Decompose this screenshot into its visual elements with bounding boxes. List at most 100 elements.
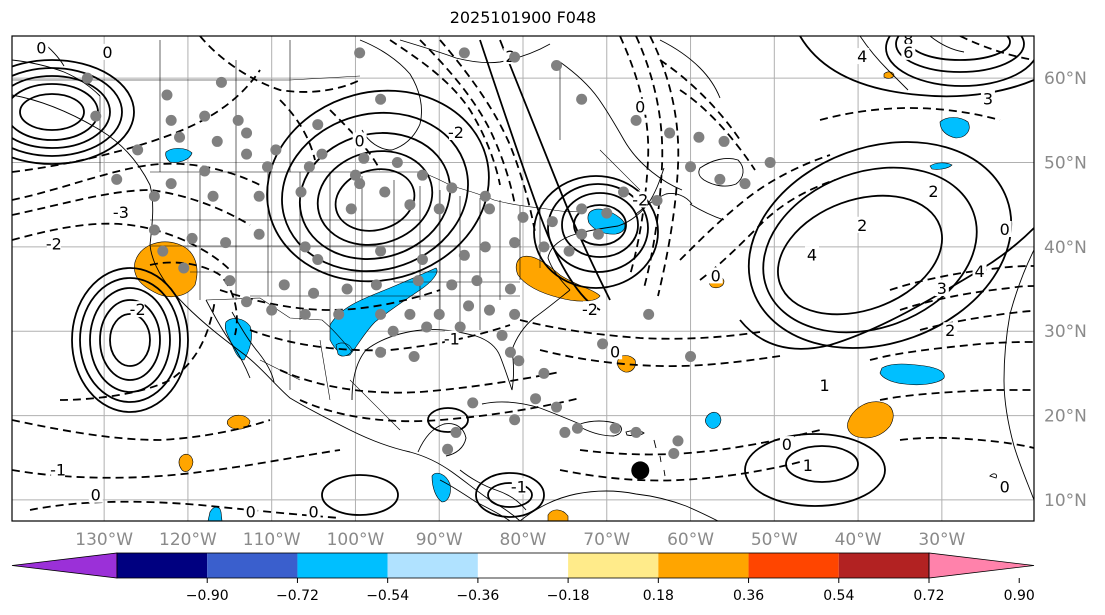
- contour-label: 0: [635, 98, 645, 117]
- station-dot: [450, 426, 462, 438]
- contour-label-bg: [34, 39, 49, 56]
- station-dot: [111, 173, 123, 185]
- station-dot: [467, 397, 479, 409]
- contour-label-bg: [800, 457, 815, 474]
- station-dot: [262, 161, 273, 173]
- station-dot: [685, 351, 697, 363]
- station-dot: [341, 283, 353, 295]
- station-dot: [81, 72, 93, 84]
- station-dot: [471, 275, 483, 287]
- colorbar-tick-label: 0.90: [1004, 588, 1035, 604]
- colorbar-segment: [568, 553, 659, 578]
- station-dot: [241, 296, 253, 308]
- colorbar-tick-label: 0.36: [733, 588, 764, 604]
- station-dot: [232, 114, 244, 126]
- longitude-label: 70°W: [583, 530, 630, 550]
- station-dot: [630, 114, 642, 126]
- colorbar-segment: [477, 553, 569, 578]
- contour-label-bg: [708, 267, 723, 284]
- contour-label-bg: [306, 503, 321, 520]
- station-dot: [601, 207, 613, 219]
- contour-label: 1: [803, 456, 813, 475]
- colorbar-segment: [117, 553, 208, 578]
- station-dot: [404, 308, 416, 320]
- colorbar-tick-label: −0.72: [276, 588, 319, 604]
- contour-label: -1: [444, 330, 460, 349]
- colorbar-segment: [658, 553, 749, 578]
- contour-label-bg: [633, 98, 648, 115]
- station-dot: [220, 237, 232, 249]
- station-dot: [241, 127, 253, 139]
- station-dot: [458, 47, 470, 59]
- contour-label-bg: [901, 43, 916, 60]
- station-dot: [375, 346, 387, 358]
- contour-label-bg: [817, 377, 832, 394]
- station-dot: [157, 245, 169, 257]
- station-dot: [421, 321, 433, 333]
- hispaniola: [579, 420, 622, 437]
- colorbar-tick-label: −0.36: [456, 588, 499, 604]
- contour-label: 6: [903, 43, 913, 62]
- colorbar-frame: [116, 552, 930, 579]
- station-dot: [241, 148, 253, 160]
- station-dots: [81, 47, 776, 476]
- station-dot: [270, 144, 282, 156]
- contour-label: 0: [782, 435, 792, 454]
- hudson-bay: [359, 39, 422, 151]
- contour-label-bg: [113, 204, 128, 221]
- contour-label: 4: [807, 245, 817, 264]
- contour-low-north-canada: [199, 36, 680, 297]
- contour-label-bg: [608, 343, 623, 360]
- newfoundland-south: [689, 203, 725, 221]
- contour-label: 0: [1000, 220, 1010, 239]
- contour-label-bg: [88, 486, 103, 503]
- station-dot: [370, 279, 382, 291]
- contour-label: 2: [857, 216, 867, 235]
- orange-patch-east-coast: [515, 255, 601, 302]
- contour-label: -2: [130, 300, 146, 319]
- station-dot: [349, 169, 361, 181]
- station-dot: [685, 161, 697, 173]
- station-dot: [312, 119, 324, 131]
- baja-california: [205, 299, 275, 383]
- latitude-labels: 60°N 50°N 40°N 30°N 20°N 10°N: [1044, 69, 1087, 511]
- longitude-labels: 130°W 120°W 110°W 100°W 90°W 80°W 70°W 60°W 50°W…: [75, 530, 965, 550]
- station-dot: [509, 51, 521, 63]
- station-dot: [442, 443, 454, 455]
- station-dot: [571, 422, 583, 434]
- contour-label: 4: [857, 47, 867, 66]
- contour-label-bg: [980, 90, 995, 107]
- contour-label-bg: [779, 436, 794, 453]
- latitude-label: 40°N: [1044, 238, 1087, 258]
- station-dot: [643, 308, 655, 320]
- station-dot: [375, 245, 387, 257]
- central-america: [439, 469, 527, 521]
- station-dot: [664, 127, 676, 139]
- contour-label-bg: [855, 216, 870, 233]
- colorbar-tick-label: 0.72: [913, 588, 944, 604]
- station-dot: [207, 190, 219, 202]
- station-dot: [387, 325, 399, 337]
- station-dot: [458, 249, 470, 261]
- station-dot: [295, 186, 307, 198]
- contour-label-bg: [583, 301, 598, 318]
- station-dot: [308, 287, 320, 299]
- station-dot: [312, 254, 324, 266]
- lesser-antilles: [653, 439, 666, 477]
- station-dot: [303, 161, 315, 173]
- station-dot: [316, 148, 328, 160]
- station-dot: [375, 308, 387, 320]
- station-dot: [509, 308, 521, 320]
- longitude-label: 30°W: [918, 530, 965, 550]
- blue-patch-small-5: [207, 506, 223, 521]
- latitude-label: 10°N: [1044, 491, 1087, 511]
- west-africa-coast: [1003, 249, 1034, 501]
- map-frame: [11, 35, 1035, 522]
- colorbar-tick-label: 0.18: [643, 588, 674, 604]
- station-dot: [463, 300, 475, 312]
- station-dot: [538, 367, 550, 379]
- longitude-label: 130°W: [75, 530, 133, 550]
- contour-label: -1: [511, 477, 527, 496]
- contour-high-gulf: [321, 407, 545, 518]
